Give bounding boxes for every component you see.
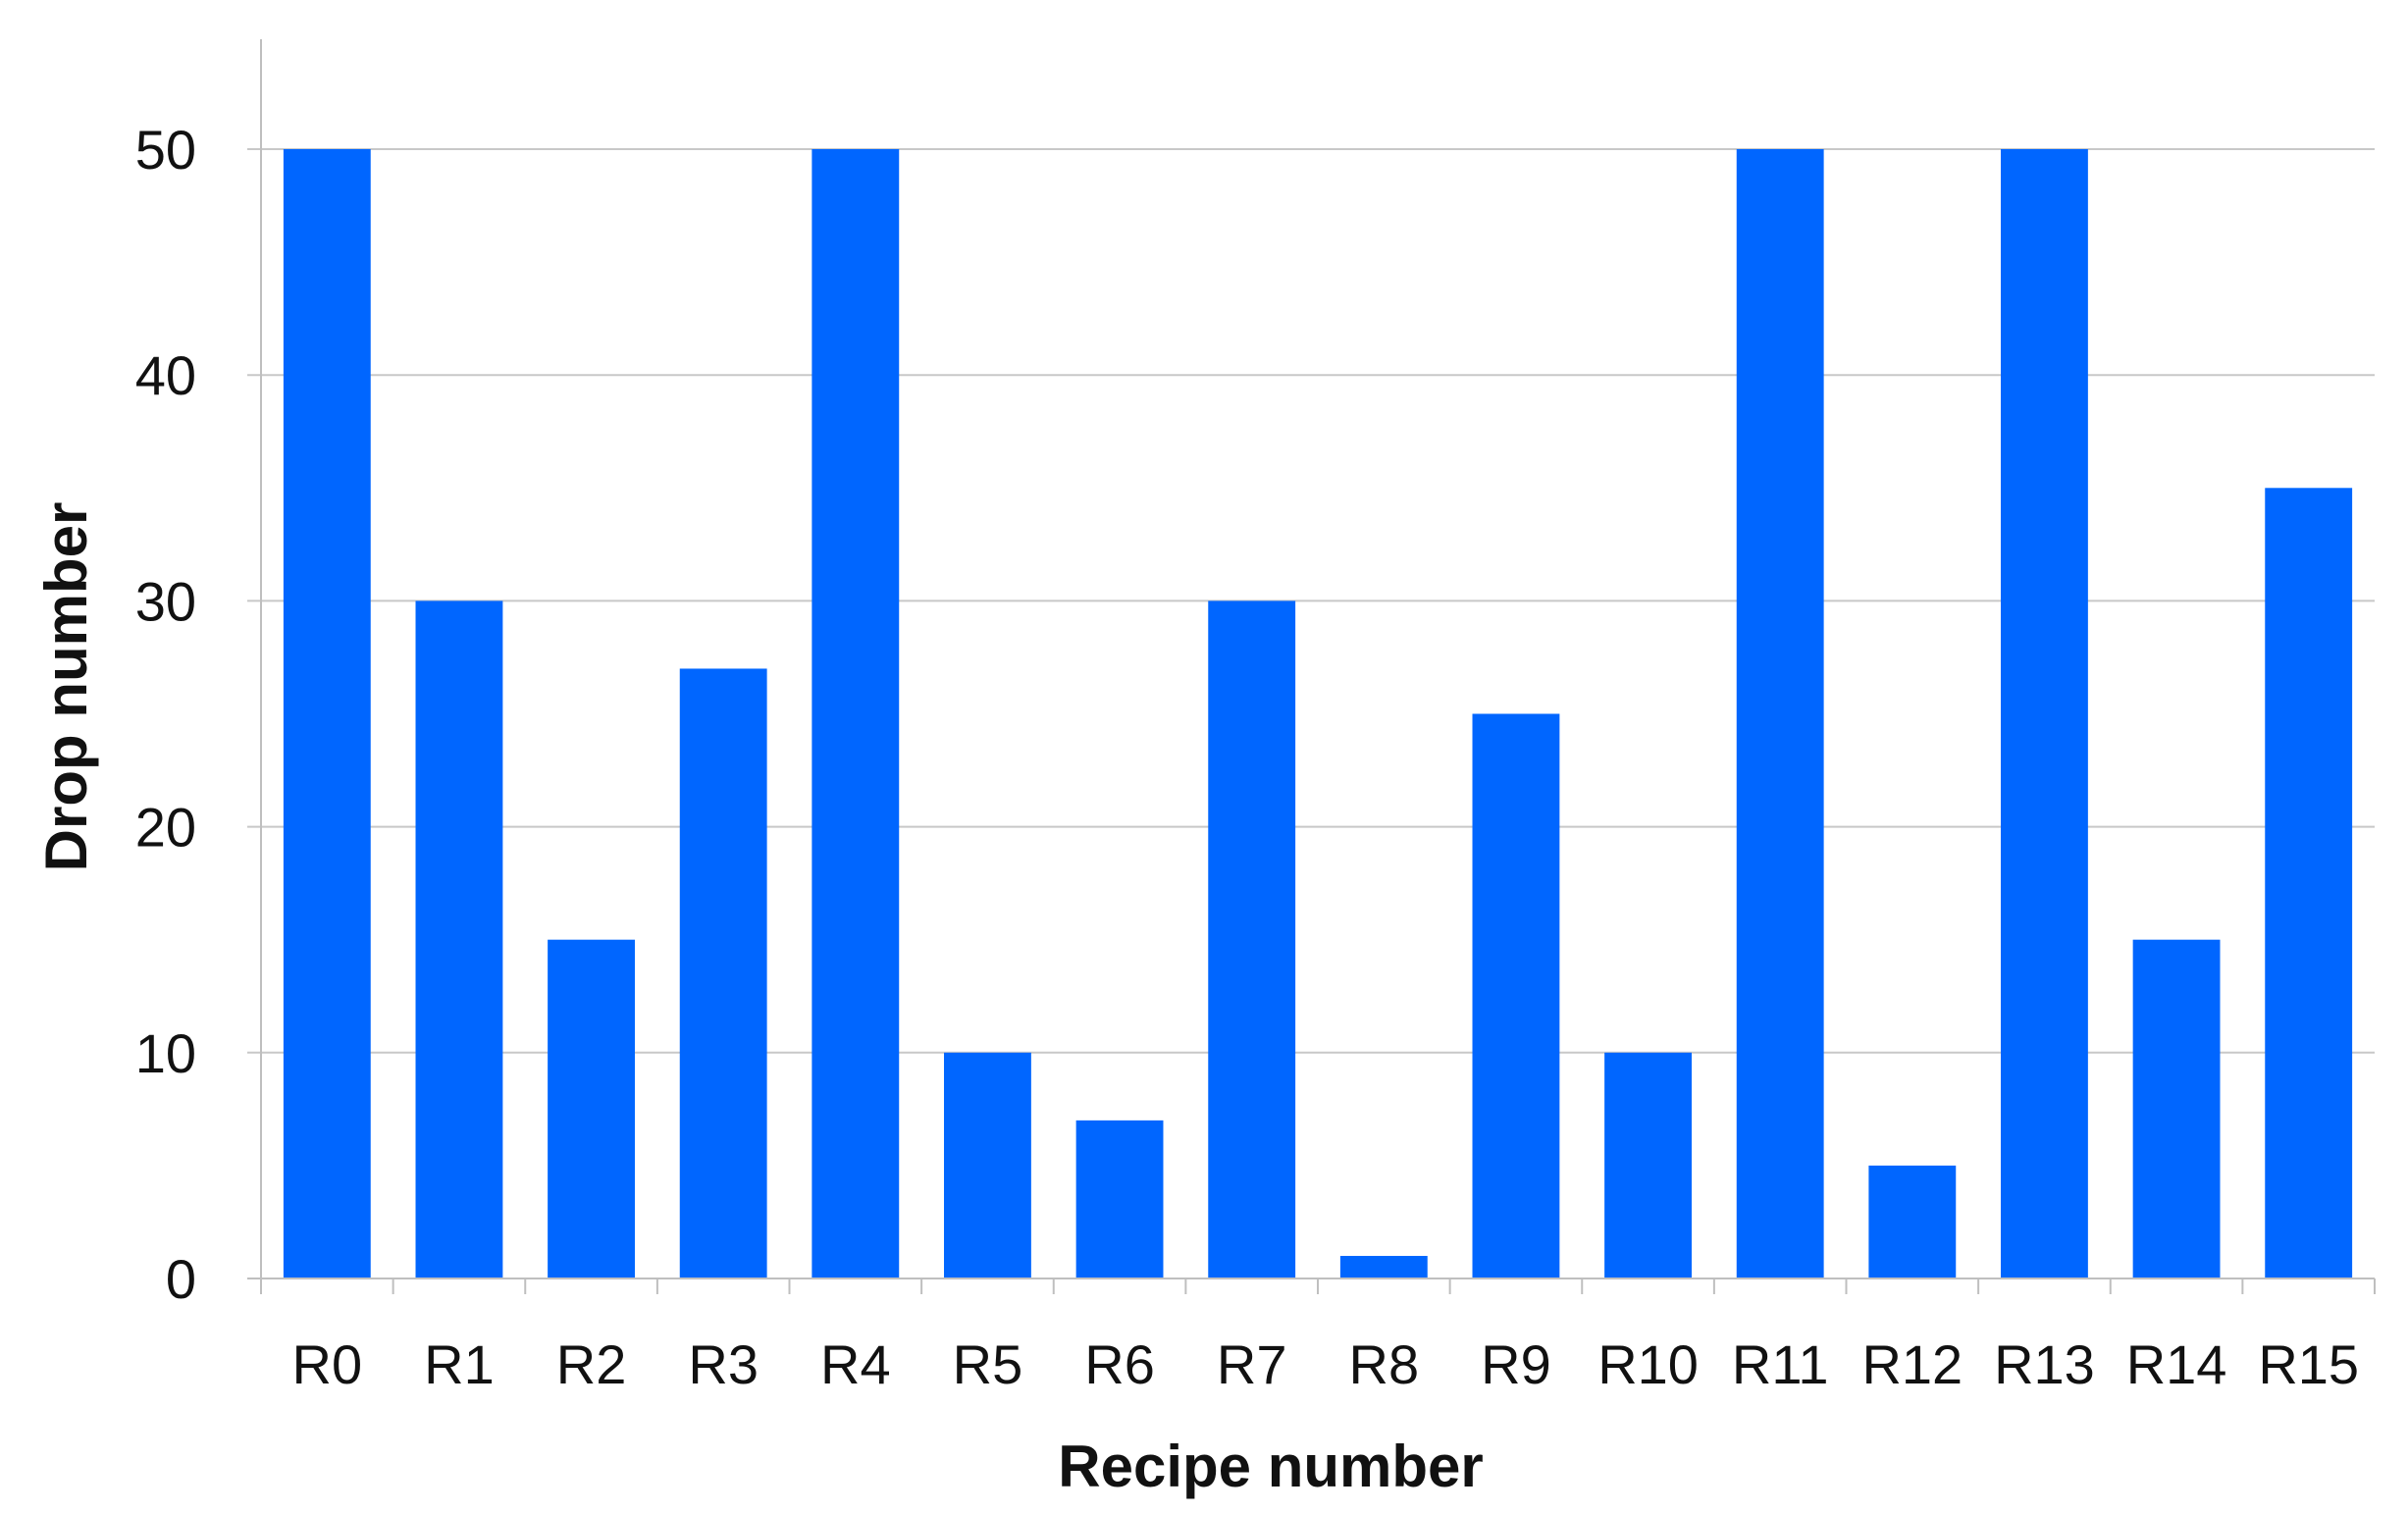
x-tick-label: R11 xyxy=(1732,1333,1829,1395)
x-tick-label: R0 xyxy=(292,1333,363,1395)
x-tick-label: R1 xyxy=(424,1333,495,1395)
x-axis-title: Recipe number xyxy=(1058,1434,1483,1499)
x-tick-label: R6 xyxy=(1084,1333,1155,1395)
bar-R15 xyxy=(2265,488,2353,1278)
x-tick-label: R8 xyxy=(1349,1333,1420,1395)
axes xyxy=(247,39,2376,1294)
y-axis-title: Drop number xyxy=(33,502,99,872)
y-tick-label: 0 xyxy=(166,1248,196,1310)
bar-R0 xyxy=(283,149,371,1278)
bars xyxy=(283,149,2353,1278)
bar-R13 xyxy=(2001,149,2088,1278)
x-tick-label: R15 xyxy=(2258,1333,2359,1395)
bar-R8 xyxy=(1339,1255,1428,1278)
bar-R12 xyxy=(1868,1165,1957,1278)
x-tick-label: R5 xyxy=(953,1333,1023,1395)
bar-R1 xyxy=(415,600,503,1278)
y-tick-label: 30 xyxy=(135,570,196,632)
x-tick-label: R9 xyxy=(1481,1333,1551,1395)
x-tick-label: R7 xyxy=(1217,1333,1287,1395)
y-tick-label: 40 xyxy=(135,344,196,406)
bar-R9 xyxy=(1472,713,1560,1278)
x-tick-label: R3 xyxy=(688,1333,759,1395)
bar-R5 xyxy=(944,1052,1031,1278)
bar-R6 xyxy=(1075,1120,1164,1278)
bar-R2 xyxy=(548,939,635,1278)
x-tick-label: R14 xyxy=(2126,1333,2227,1395)
x-tick-label: R13 xyxy=(1994,1333,2095,1395)
x-tick-label: R2 xyxy=(556,1333,627,1395)
y-tick-label: 20 xyxy=(135,797,196,859)
x-tick-label: R4 xyxy=(820,1333,891,1395)
bar-R3 xyxy=(679,668,767,1278)
bar-R4 xyxy=(811,149,900,1278)
x-tick-label: R12 xyxy=(1861,1333,1963,1395)
tick-labels: 0 10 20 30 40 50 R0 R1 R2 R3 R4 R5 R6 R7 R8 R9 R10 R11 R12… xyxy=(135,119,2359,1395)
bar-R10 xyxy=(1604,1052,1692,1278)
y-tick-label: 50 xyxy=(135,119,196,181)
bar-R7 xyxy=(1208,600,1296,1278)
bar-R14 xyxy=(2132,939,2221,1278)
y-tick-label: 10 xyxy=(135,1022,196,1084)
bar-R11 xyxy=(1736,149,1824,1278)
x-tick-label: R10 xyxy=(1597,1333,1699,1395)
